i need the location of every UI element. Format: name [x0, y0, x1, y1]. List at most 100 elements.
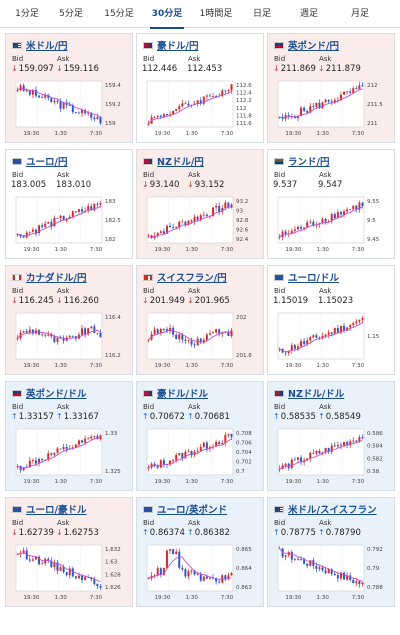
ask-value: 211.879	[325, 64, 361, 74]
ask-label: Ask	[188, 55, 201, 63]
rate-card[interactable]: NZドル/ドル Bid Ask ↑0.58535 ↑0.58549 0.586 0.584 0…	[267, 381, 395, 491]
candle-body	[169, 549, 172, 551]
pair-link[interactable]: カナダドル/円	[26, 273, 87, 284]
rate-card[interactable]: NZドル/円 Bid Ask ↓93.140 ↓93.152 93.2 93 92.8 92.6…	[136, 149, 264, 259]
pair-link[interactable]: NZドル/ドル	[288, 389, 345, 400]
candle-body	[190, 450, 193, 456]
candlestick-chart[interactable]: 0.792 0.79 0.788 19:30 1:30 7:30	[275, 542, 389, 604]
candlestick-chart[interactable]: 1.33 1.325 19:30 1:30 7:30	[13, 426, 127, 488]
y-tick-label: 0.586	[367, 431, 383, 437]
rate-card[interactable]: 豪ドル/ドル Bid Ask ↑0.70672 ↑0.70681 0.708 0.706 0.…	[136, 381, 264, 491]
candle-body	[333, 445, 336, 447]
candlestick-chart[interactable]: 112.6 112.4 112.2 112 111.8 111.6 19:30 1:30 7:3…	[144, 78, 258, 140]
candlestick-chart[interactable]: 0.708 0.706 0.704 0.702 0.7 19:30 1:30 7:30	[144, 426, 258, 488]
pair-link[interactable]: スイスフラン/円	[157, 273, 227, 284]
rate-card[interactable]: ランド/円 Bid Ask 9.537 9.547 9.55 9.5 9.45 19:30 1:3…	[267, 149, 395, 259]
rate-card[interactable]: 英ポンド/ドル Bid Ask ↑1.33157 ↑1.33167 1.33 1.325 19…	[5, 381, 133, 491]
candle-body	[53, 101, 56, 103]
candlestick-chart[interactable]: 1.632 1.63 1.628 1.626 19:30 1:30 7:30	[13, 542, 127, 604]
ask-label: Ask	[188, 403, 201, 411]
pair-link[interactable]: 英ポンド/円	[288, 41, 339, 52]
candle-body	[96, 117, 99, 120]
candlestick-chart[interactable]: 159.4 159.2 159 19:30 1:30 7:30	[13, 78, 127, 140]
pair-link[interactable]: 英ポンド/ドル	[26, 389, 87, 400]
candle-body	[172, 460, 175, 461]
quote-values: ↑0.86374 ↑0.86382	[142, 528, 230, 538]
candle-body	[178, 334, 181, 340]
pair-link[interactable]: 米ドル/スイスフラン	[288, 505, 377, 516]
tab-5[interactable]: 日足	[252, 9, 271, 19]
pair-link[interactable]: 豪ドル/ドル	[157, 389, 208, 400]
bid-value: 183.005	[11, 180, 47, 190]
card-header: ユーロ/ドル	[274, 271, 339, 284]
candle-body	[327, 332, 330, 335]
candle-body	[169, 114, 172, 116]
candlestick-chart[interactable]: 202 201.8 19:30 1:30 7:30	[144, 310, 258, 372]
bid-quote: 9.537	[273, 180, 318, 190]
tab-3[interactable]: 30分足	[144, 0, 190, 29]
pair-link[interactable]: NZドル/円	[157, 157, 204, 168]
candle-body	[28, 231, 31, 233]
pair-link[interactable]: ユーロ/円	[26, 157, 68, 168]
rate-card[interactable]: ユーロ/豪ドル Bid Ask ↓1.62739 ↓1.62753 1.632 1.63 1.…	[5, 497, 133, 607]
card-header: NZドル/円	[143, 155, 204, 168]
candlestick-chart[interactable]: 1.15 19:30 1:30 7:30	[275, 310, 389, 372]
y-tick-label: 1.626	[105, 585, 121, 591]
tab-0[interactable]: 1分足	[15, 9, 39, 19]
candlestick-chart[interactable]: 183 182.5 182 19:30 1:30 7:30	[13, 194, 127, 256]
candlestick-chart[interactable]: 0.586 0.584 0.582 0.58 19:30 1:30 7:30	[275, 426, 389, 488]
rate-card[interactable]: 豪ドル/円 Bid Ask 112.446 112.453 112.6 112.4 112.2…	[136, 33, 264, 143]
candle-body	[205, 442, 208, 449]
candle-body	[361, 202, 364, 206]
y-tick-label: 0.7	[236, 469, 245, 475]
pair-link[interactable]: ランド/円	[288, 157, 330, 168]
rate-card[interactable]: スイスフラン/円 Bid Ask ↓201.949 ↓201.965 202 201.8 19…	[136, 265, 264, 375]
ask-value: 93.152	[194, 180, 225, 190]
candle-body	[93, 117, 96, 120]
tab-1[interactable]: 5分足	[59, 9, 83, 19]
rate-card[interactable]: 米ドル/円 Bid Ask ↓159.097 ↓159.116 159.4 159.2 159…	[5, 33, 133, 143]
pair-link[interactable]: ユーロ/英ポンド	[157, 505, 227, 516]
candle-body	[81, 440, 84, 443]
ask-label: Ask	[319, 519, 332, 527]
candlestick-chart[interactable]: 0.865 0.864 0.863 19:30 1:30 7:30	[144, 542, 258, 604]
candle-body	[77, 440, 80, 445]
bid-quote: ↓1.62739	[11, 528, 56, 538]
rate-card[interactable]: カナダドル/円 Bid Ask ↓116.245 ↓116.260 116.4 116.2 1…	[5, 265, 133, 375]
arrow-up-icon: ↑	[273, 412, 280, 421]
candle-body	[184, 569, 187, 577]
pair-link[interactable]: ユーロ/ドル	[288, 273, 339, 284]
candle-body	[147, 123, 150, 125]
candlestick-chart[interactable]: 93.2 93 92.8 92.6 92.4 19:30 1:30 7:30	[144, 194, 258, 256]
tab-4[interactable]: 1時間足	[199, 9, 233, 19]
pair-link[interactable]: 豪ドル/円	[157, 41, 199, 52]
bid-quote: ↓93.140	[142, 180, 187, 190]
candle-body	[162, 231, 165, 234]
y-tick-label: 112	[236, 106, 247, 112]
pair-link[interactable]: ユーロ/豪ドル	[26, 505, 87, 516]
candle-body	[181, 103, 184, 107]
candle-body	[327, 569, 330, 574]
candlestick-chart[interactable]: 116.4 116.2 19:30 1:30 7:30	[13, 310, 127, 372]
candle-body	[199, 446, 202, 451]
candle-body	[90, 326, 93, 329]
candle-body	[190, 570, 193, 572]
ask-label: Ask	[319, 55, 332, 63]
y-tick-label: 1.33	[105, 431, 118, 437]
rate-card[interactable]: ユーロ/英ポンド Bid Ask ↑0.86374 ↑0.86382 0.865 0.864…	[136, 497, 264, 607]
flag-icon	[143, 505, 153, 513]
pair-link[interactable]: 米ドル/円	[26, 41, 68, 52]
candle-body	[352, 579, 355, 584]
rate-card[interactable]: ユーロ/円 Bid Ask 183.005 183.010 183 182.5 182 19:3…	[5, 149, 133, 259]
tab-6[interactable]: 週足	[299, 9, 318, 19]
candle-body	[22, 467, 25, 471]
rate-card[interactable]: 英ポンド/円 Bid Ask ↓211.869 ↓211.879 212 211.5 211 1…	[267, 33, 395, 143]
rate-card[interactable]: ユーロ/ドル Bid Ask 1.15019 1.15023 1.15 19:30 1:30 7…	[267, 265, 395, 375]
rate-card[interactable]: 米ドル/スイスフラン Bid Ask ↑0.78775 ↑0.78790 0.792 0.7…	[267, 497, 395, 607]
candle-body	[162, 460, 165, 465]
ask-value: 1.33167	[63, 412, 99, 422]
candlestick-chart[interactable]: 9.55 9.5 9.45 19:30 1:30 7:30	[275, 194, 389, 256]
candlestick-chart[interactable]: 212 211.5 211 19:30 1:30 7:30	[275, 78, 389, 140]
tab-2[interactable]: 15分足	[104, 9, 134, 19]
tab-7[interactable]: 月足	[350, 9, 369, 19]
